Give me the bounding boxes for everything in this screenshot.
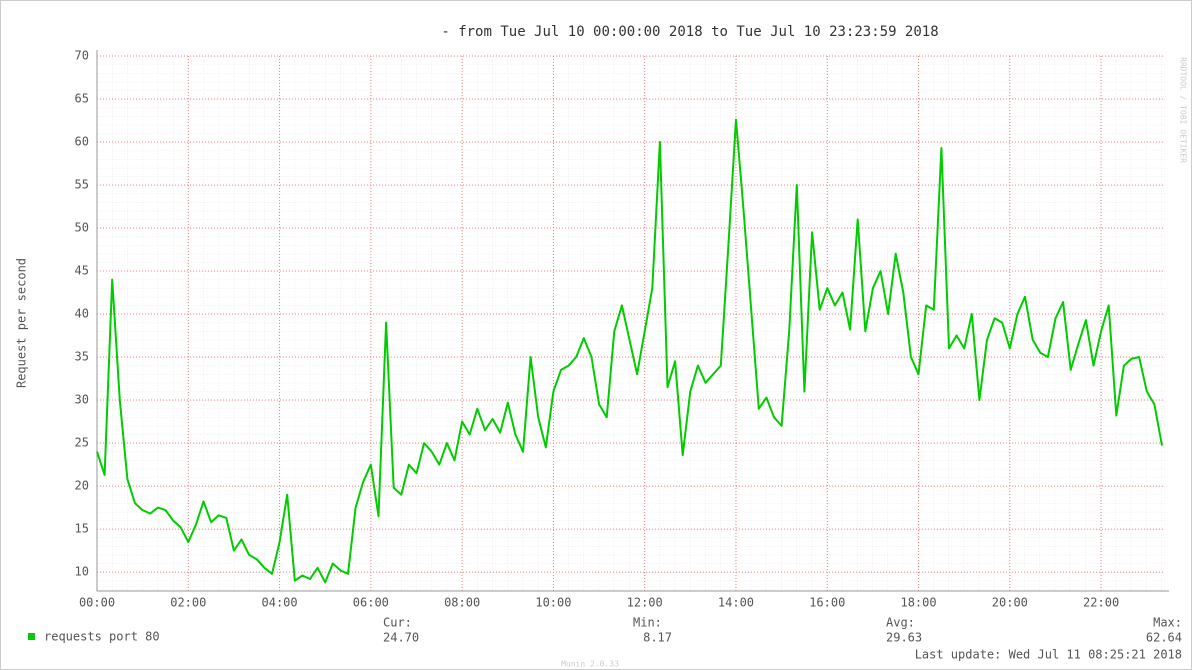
y-tick-label: 60 bbox=[75, 135, 89, 149]
x-tick-label: 06:00 bbox=[353, 596, 389, 610]
y-tick-label: 45 bbox=[75, 264, 89, 278]
axes bbox=[96, 50, 1169, 592]
y-tick-label: 25 bbox=[75, 436, 89, 450]
x-tick-label: 16:00 bbox=[809, 596, 845, 610]
stat-value: 29.63 bbox=[886, 631, 922, 645]
y-tick-label: 35 bbox=[75, 350, 89, 364]
x-tick-label: 14:00 bbox=[718, 596, 754, 610]
x-tick-label: 20:00 bbox=[992, 596, 1028, 610]
y-tick-label: 70 bbox=[75, 49, 89, 63]
legend-label: requests port 80 bbox=[44, 630, 160, 644]
y-tick-label: 30 bbox=[75, 393, 89, 407]
stat-label: Avg: bbox=[886, 616, 915, 630]
stat-value: 8.17 bbox=[643, 631, 672, 645]
chart-title: - from Tue Jul 10 00:00:00 2018 to Tue J… bbox=[441, 24, 938, 40]
x-tick-label: 08:00 bbox=[444, 596, 480, 610]
side-text: RRDTOOL / TOBI OETIKER bbox=[1179, 57, 1188, 163]
stat-value: 62.64 bbox=[1146, 631, 1182, 645]
x-tick-label: 10:00 bbox=[535, 596, 571, 610]
y-tick-label: 20 bbox=[75, 479, 89, 493]
stat-label: Min: bbox=[633, 616, 662, 630]
stat-value: 24.70 bbox=[383, 631, 419, 645]
x-tick-label: 04:00 bbox=[262, 596, 298, 610]
legend-swatch bbox=[28, 633, 35, 640]
y-tick-label: 15 bbox=[75, 522, 89, 536]
data-line bbox=[96, 118, 1163, 584]
y-tick-label: 40 bbox=[75, 307, 89, 321]
y-tick-label: 10 bbox=[75, 565, 89, 579]
x-tick-label: 12:00 bbox=[627, 596, 663, 610]
x-tick-label: 00:00 bbox=[79, 596, 115, 610]
last-update: Last update: Wed Jul 11 08:25:21 2018 bbox=[915, 648, 1182, 662]
stat-label: Max: bbox=[1153, 616, 1182, 630]
x-tick-label: 02:00 bbox=[170, 596, 206, 610]
y-tick-label: 65 bbox=[75, 92, 89, 106]
minor-grid bbox=[97, 56, 1165, 591]
y-axis-label: Request per second bbox=[15, 258, 29, 388]
footer: Munin 2.0.33 bbox=[561, 660, 619, 669]
x-tick-label: 18:00 bbox=[900, 596, 936, 610]
y-tick-label: 50 bbox=[75, 221, 89, 235]
stat-label: Cur: bbox=[383, 616, 412, 630]
y-tick-label: 55 bbox=[75, 178, 89, 192]
x-tick-label: 22:00 bbox=[1083, 596, 1119, 610]
